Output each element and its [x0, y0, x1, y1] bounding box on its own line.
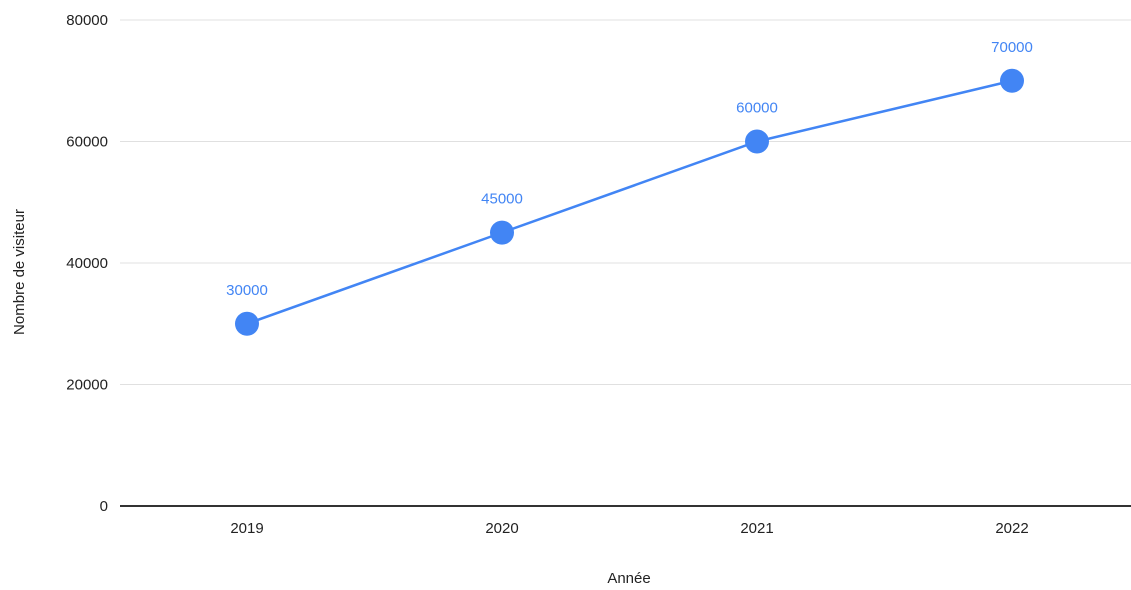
grid-lines: [120, 19, 1131, 385]
data-point-2020: [490, 220, 514, 245]
x-tick-label-2020: 2020: [485, 520, 518, 537]
series-layer: [235, 68, 1024, 336]
y-tick-label-0: 0: [100, 498, 108, 515]
x-tick-label-2019: 2019: [230, 520, 263, 537]
y-axis-title: Nombre de visiteur: [11, 209, 28, 335]
data-label-2021: 60000: [736, 100, 778, 117]
data-label-2022: 70000: [991, 39, 1033, 56]
x-tick-label-2021: 2021: [740, 520, 773, 537]
series-line: [246, 79, 1013, 325]
data-label-2019: 30000: [226, 282, 268, 299]
data-labels: 30000 45000 60000 70000: [226, 39, 1033, 299]
data-label-2020: 45000: [481, 191, 523, 208]
y-tick-label-20000: 20000: [66, 377, 108, 394]
y-tick-label-40000: 40000: [66, 255, 108, 272]
x-tick-label-2022: 2022: [995, 520, 1028, 537]
y-tick-label-60000: 60000: [66, 134, 108, 151]
data-point-2021: [745, 129, 769, 154]
y-tick-label-80000: 80000: [66, 12, 108, 29]
axes: 0 20000 40000 60000 80000 2019 2020 2021 2022: [66, 12, 1131, 537]
x-axis-title: Année: [607, 570, 650, 587]
data-point-2022: [1000, 68, 1024, 93]
data-point-2019: [235, 311, 259, 336]
